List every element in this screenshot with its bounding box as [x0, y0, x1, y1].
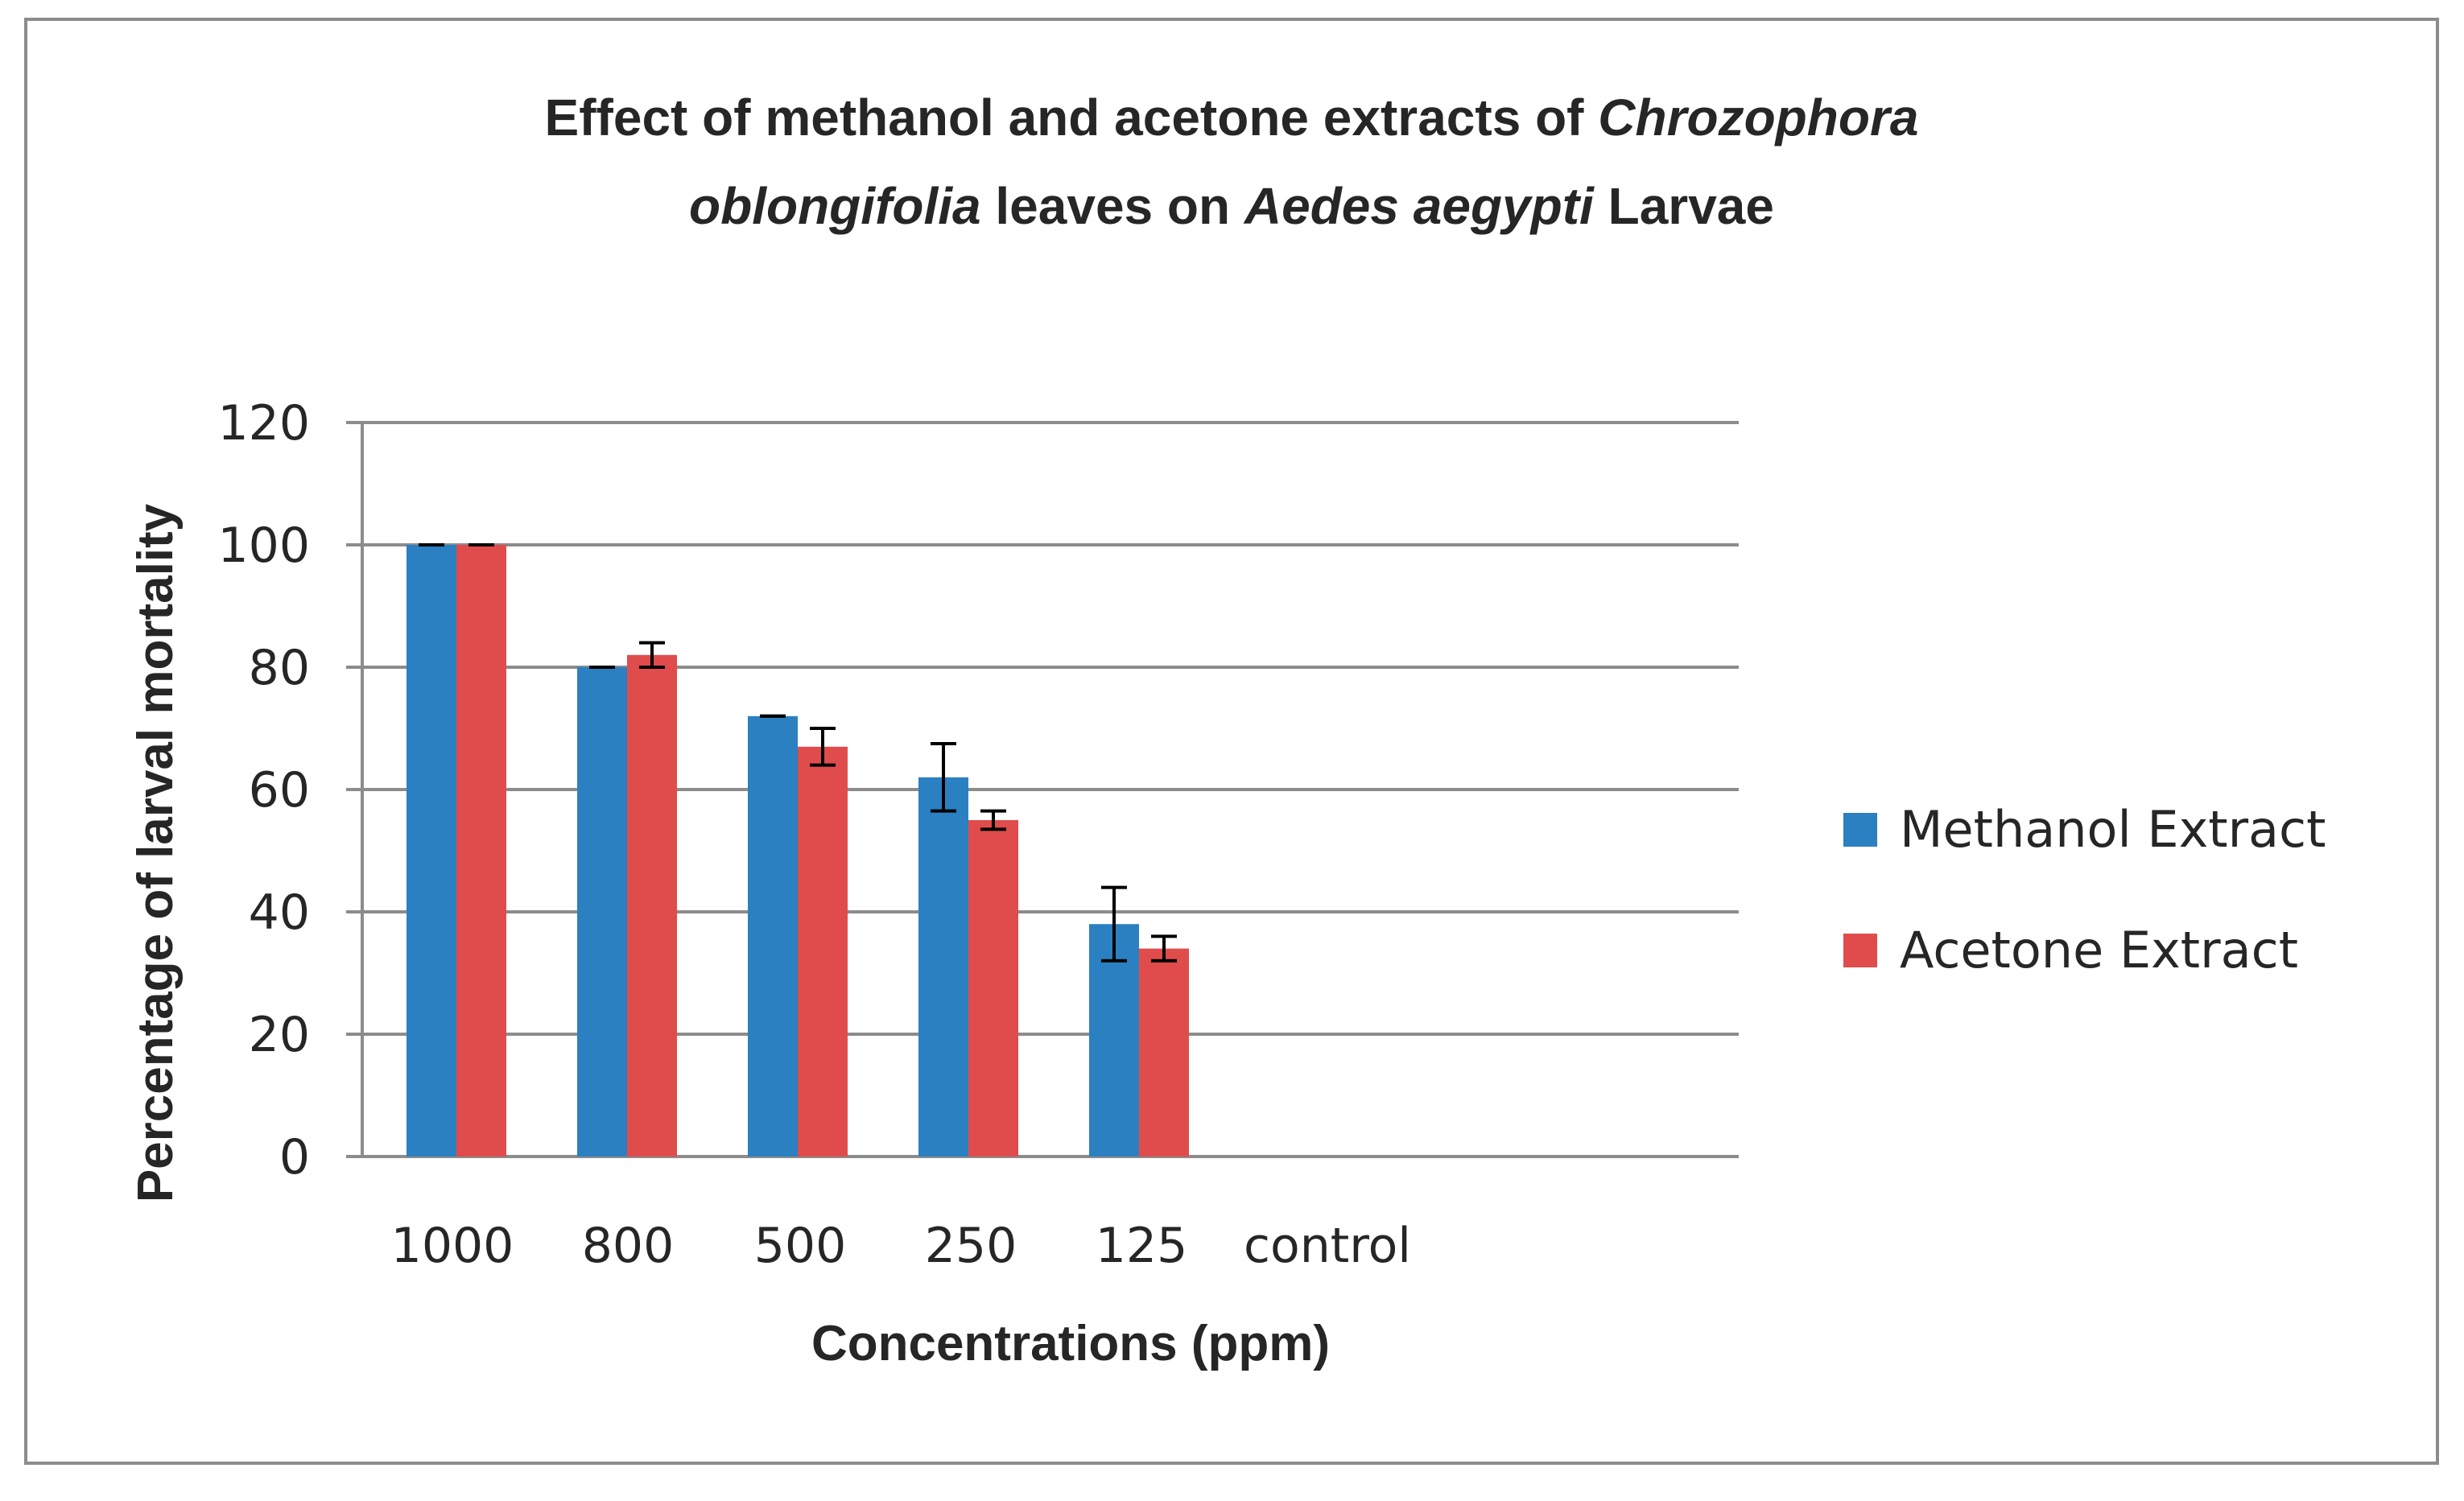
legend-label: Acetone Extract [1900, 921, 2298, 979]
title-line-2-run-3: Larvae [1594, 177, 1774, 235]
y-tick-120: 120 [217, 395, 310, 452]
x-tick-800: 800 [582, 1218, 675, 1274]
x-tick-control: control [1244, 1218, 1411, 1274]
bar-methanol-500 [748, 715, 798, 1157]
bar-acetone-500 [798, 746, 848, 1157]
legend-item-acetone: Acetone Extract [1843, 921, 2298, 979]
y-tick-100: 100 [217, 518, 310, 574]
title-line-2-run-0: oblongifolia [689, 177, 981, 235]
title-line-1-run-0: Effect of methanol and acetone extracts … [545, 89, 1599, 146]
error-bar-methanol-250 [931, 742, 956, 813]
title-line-2-run-1: leaves on [981, 177, 1244, 235]
bar-acetone-250 [968, 820, 1018, 1157]
x-tick-500: 500 [754, 1218, 847, 1274]
chart-title-line-2: oblongifolia leaves on Aedes aegypti Lar… [689, 177, 1774, 235]
bar-methanol-125 [1089, 924, 1139, 1157]
bar-acetone-125 [1139, 948, 1189, 1157]
legend-label: Methanol Extract [1900, 800, 2326, 859]
legend: Methanol Extract Acetone Extract [1843, 800, 2326, 979]
y-tick-80: 80 [249, 640, 310, 696]
y-tick-0: 0 [279, 1129, 310, 1186]
error-bar-acetone-125 [1151, 934, 1177, 963]
title-line-2-run-2: Aedes aegypti [1243, 177, 1595, 235]
chart-title-line-1: Effect of methanol and acetone extracts … [545, 89, 1919, 146]
bar-methanol-800 [577, 667, 627, 1157]
x-tick-labels: 1000 800 500 250 125 control [391, 1218, 1411, 1274]
grid-lines [346, 421, 1739, 1158]
y-tick-60: 60 [249, 762, 310, 819]
error-bar-acetone-500 [810, 727, 836, 767]
y-tick-40: 40 [249, 885, 310, 941]
x-tick-250: 250 [925, 1218, 1017, 1274]
error-bar-acetone-250 [980, 809, 1006, 831]
x-tick-1000: 1000 [391, 1218, 514, 1274]
x-tick-125: 125 [1096, 1218, 1188, 1274]
bar-methanol-250 [918, 777, 968, 1157]
bars [407, 545, 1189, 1157]
y-axis-title: Percentage of larval mortality [128, 503, 184, 1202]
error-bar-methanol-125 [1101, 885, 1127, 963]
bar-acetone-800 [627, 654, 677, 1157]
legend-item-methanol: Methanol Extract [1843, 800, 2326, 859]
x-axis-title: Concentrations (ppm) [811, 1316, 1330, 1371]
error-bars [419, 543, 1177, 963]
error-bar-acetone-800 [639, 641, 665, 669]
legend-swatch [1843, 934, 1877, 967]
title-line-1-run-1: Chrozophora [1598, 89, 1918, 146]
y-tick-20: 20 [249, 1007, 310, 1063]
y-tick-labels: 0 20 40 60 80 100 120 [217, 395, 310, 1186]
bar-methanol-1000 [407, 545, 456, 1157]
bar-acetone-1000 [456, 545, 506, 1157]
legend-swatch [1843, 813, 1877, 847]
